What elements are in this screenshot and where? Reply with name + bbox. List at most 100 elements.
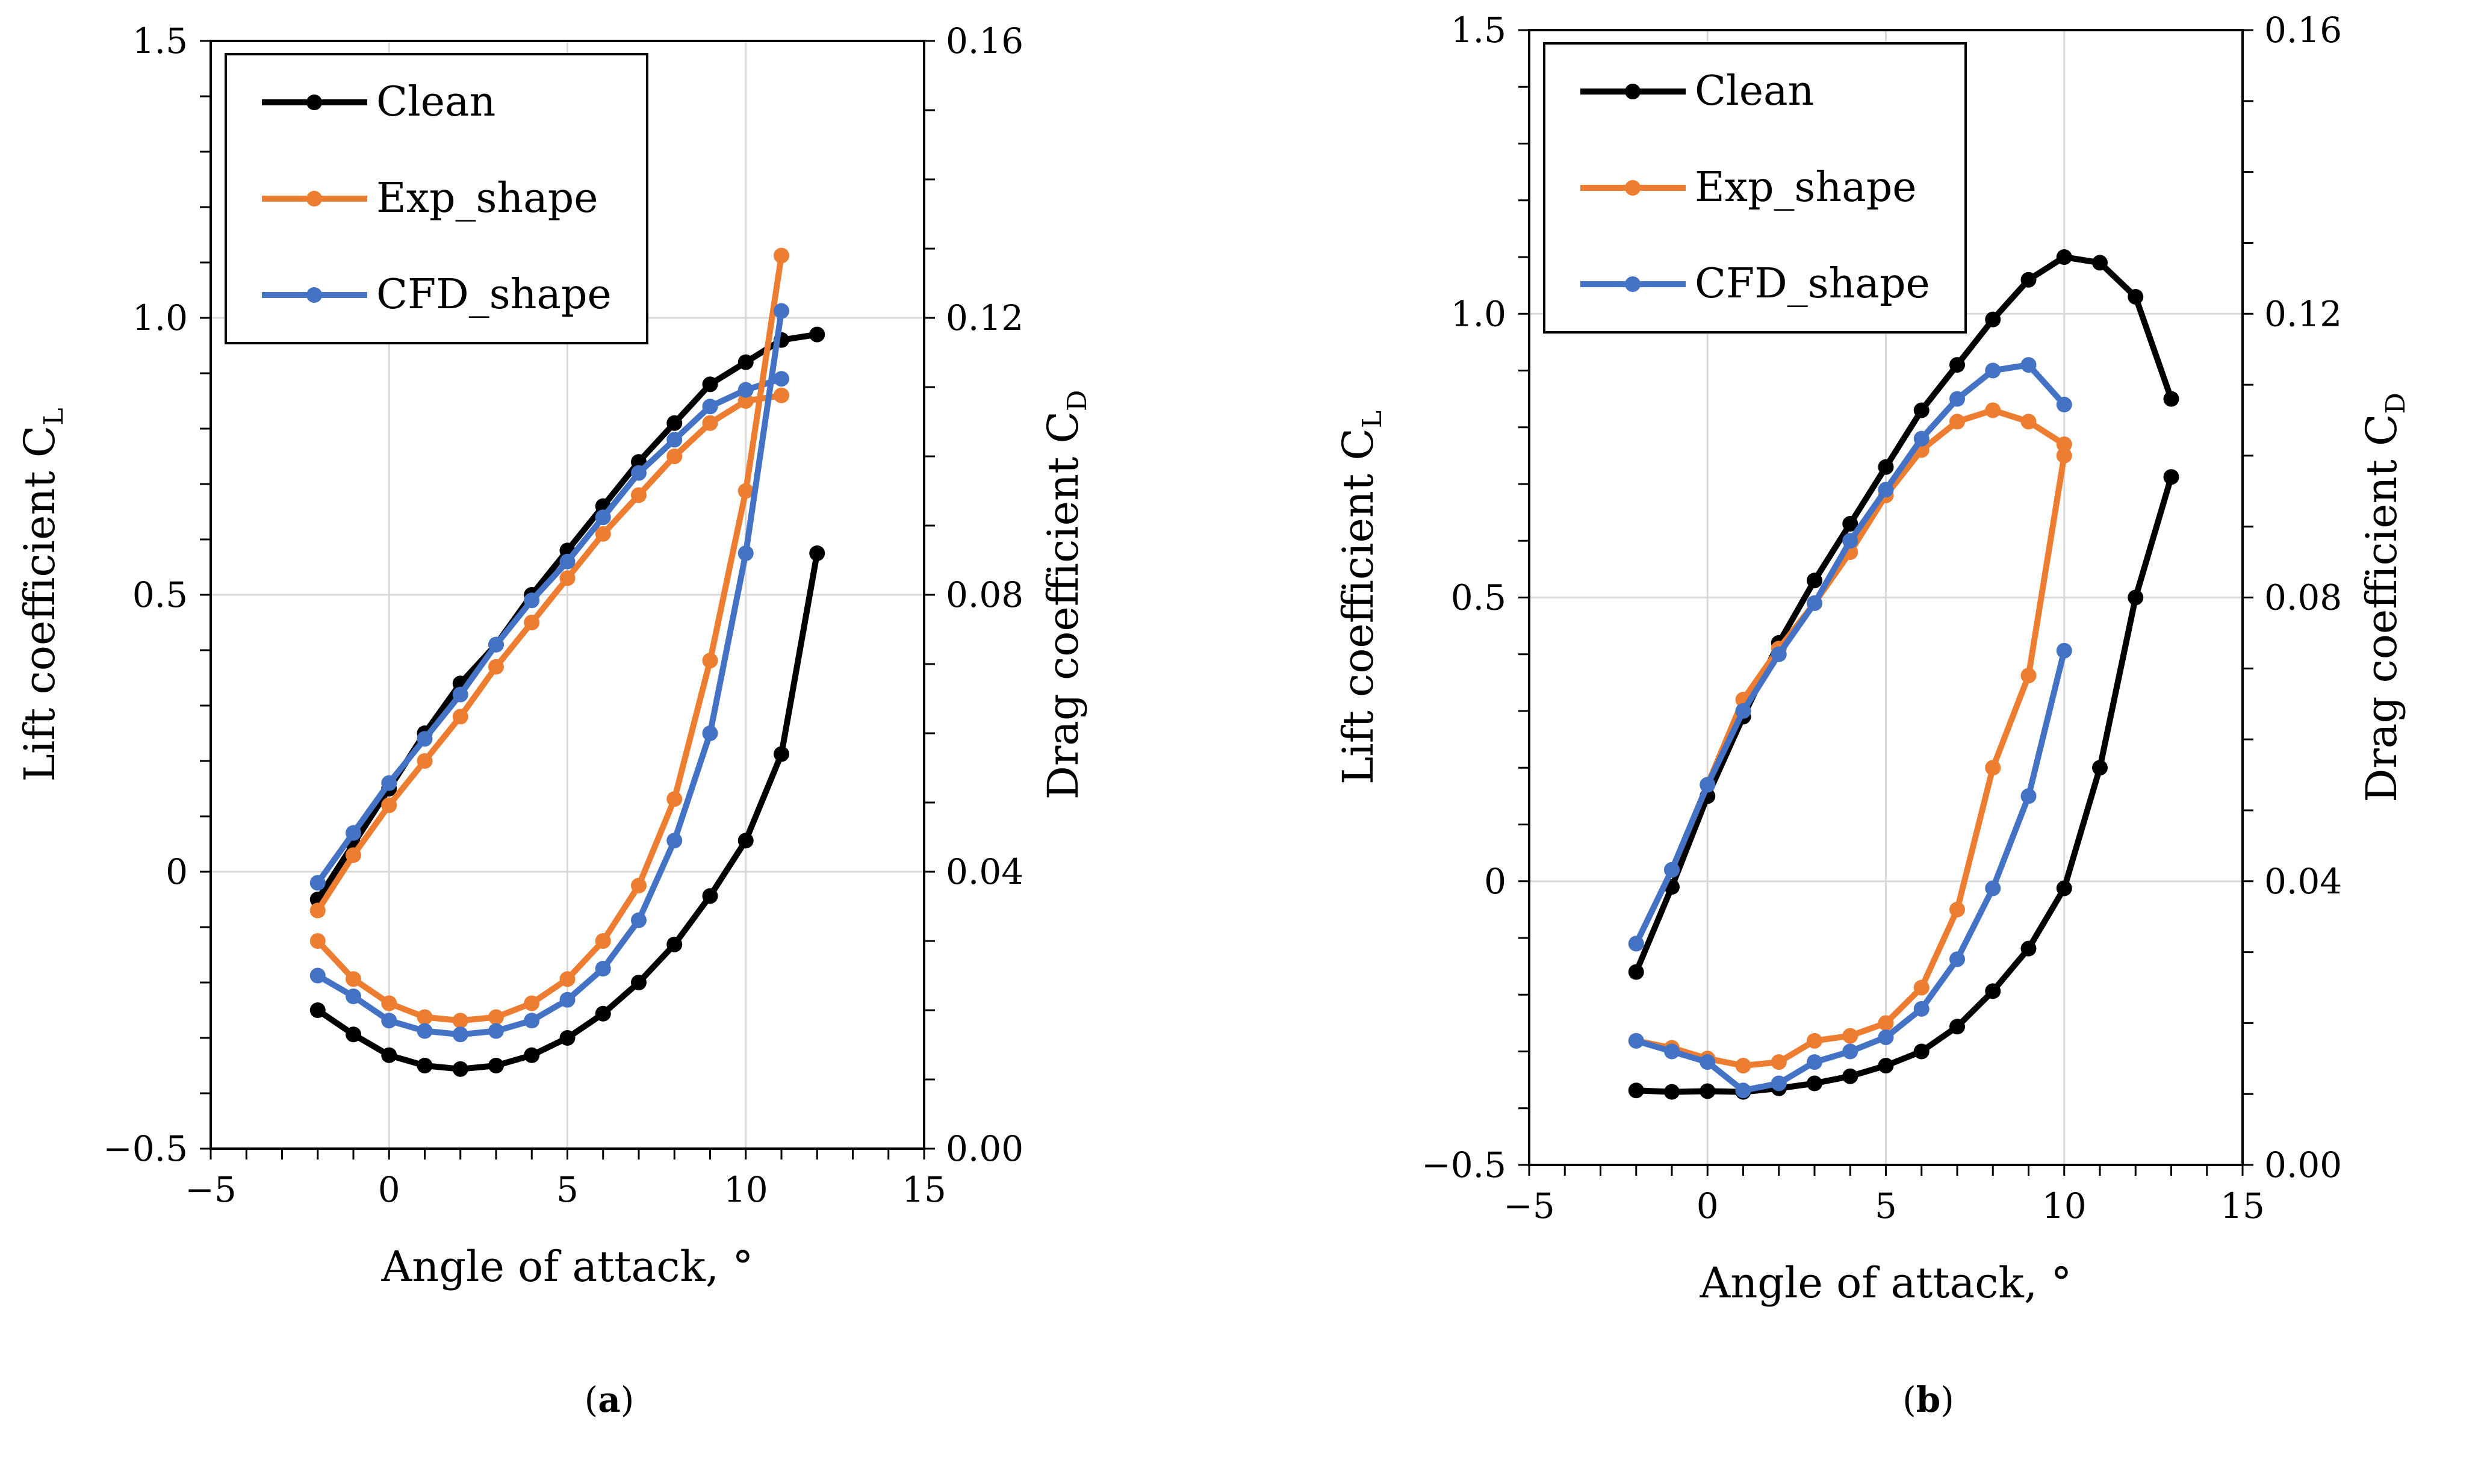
data-point: [1664, 1084, 1680, 1100]
data-point: [737, 354, 754, 370]
data-point: [666, 432, 683, 448]
data-point: [1913, 980, 1930, 996]
data-point: [702, 725, 718, 741]
data-point: [1664, 862, 1680, 878]
y-tick-label: 1.5: [1451, 10, 1506, 51]
data-point: [2092, 760, 2108, 776]
series-exp-shape-lift: [1628, 402, 2072, 952]
data-point: [737, 393, 754, 409]
series-cfd-shape-drag: [309, 303, 789, 1043]
y2-axis-label-text: Drag coefficient C: [1039, 411, 1088, 799]
data-point: [1807, 595, 1822, 611]
y-tick-label: 1.0: [132, 297, 188, 338]
data-point: [737, 545, 754, 561]
data-point: [559, 992, 576, 1008]
data-point: [2056, 249, 2072, 265]
series-exp-shape-lift: [309, 387, 789, 919]
data-point: [452, 709, 468, 725]
data-point: [524, 1047, 540, 1063]
data-point: [595, 961, 611, 976]
y2-tick-label: 0.08: [946, 574, 1023, 615]
data-point: [1949, 357, 1965, 373]
data-point: [2056, 397, 2072, 413]
legend-entry: CFD_shape: [262, 271, 612, 318]
data-point: [559, 971, 576, 987]
data-point: [774, 247, 789, 264]
data-point: [1842, 1068, 1858, 1084]
legend-swatch-marker: [306, 191, 322, 206]
data-point: [595, 509, 611, 526]
data-point: [774, 746, 789, 762]
data-point: [488, 636, 504, 653]
y2-tick-label: 0.16: [946, 20, 1023, 61]
data-point: [1842, 1043, 1858, 1060]
series-line: [1636, 476, 2175, 1095]
data-point: [737, 833, 754, 849]
data-point: [1700, 1054, 1716, 1070]
series-cfd-shape-lift: [1628, 357, 2072, 952]
series-cfd-shape-drag: [1628, 642, 2072, 1099]
data-point: [595, 933, 611, 949]
data-point: [309, 902, 326, 919]
data-point: [346, 825, 361, 841]
data-point: [346, 1026, 361, 1043]
data-point: [737, 483, 754, 499]
data-point: [559, 1030, 576, 1046]
data-point: [2163, 391, 2179, 407]
x-tick-label: −5: [1503, 1185, 1555, 1226]
data-point: [1735, 703, 1751, 719]
y-tick-label: −0.5: [1421, 1144, 1506, 1185]
y2-axis-label-text: Drag coefficient C: [2357, 414, 2406, 802]
legend-entry: CFD_shape: [1580, 260, 1930, 308]
data-point: [2092, 255, 2108, 271]
data-point: [666, 791, 683, 807]
y2-tick-label: 0.04: [946, 851, 1023, 892]
y2-tick-label: 0.08: [2264, 577, 2342, 618]
legend: Clean Exp_shape CFD_shape: [1543, 42, 1967, 334]
data-point: [452, 1013, 468, 1029]
data-point: [774, 371, 789, 387]
data-point: [809, 545, 825, 561]
x-tick-label: 15: [2220, 1185, 2265, 1226]
data-point: [1735, 1058, 1751, 1074]
data-point: [2163, 469, 2179, 485]
legend-label: Clean: [1695, 67, 1814, 115]
data-point: [1807, 1075, 1822, 1091]
data-point: [1700, 1083, 1716, 1099]
data-point: [702, 415, 718, 431]
data-point: [631, 878, 647, 893]
series-clean-lift: [1628, 249, 2179, 980]
y2-tick-label: 0.16: [2264, 10, 2342, 51]
legend-entry: Exp_shape: [262, 175, 598, 222]
y-tick-label: 0.5: [1451, 577, 1506, 618]
data-point: [452, 1026, 468, 1043]
data-point: [631, 975, 647, 990]
data-point: [346, 971, 361, 987]
chart-panel-b: −5 0 5 10 15 −0.5 0 0.5 1.0 1.5 0.00 0.04 0.08 0.12 0.…: [1334, 10, 2411, 1420]
data-point: [595, 1005, 611, 1022]
y2-axis-label: Drag coefficient CD: [2357, 393, 2411, 803]
data-point: [1628, 936, 1644, 952]
x-tick-label: 15: [902, 1169, 946, 1210]
data-point: [1949, 391, 1965, 407]
data-point: [524, 615, 540, 630]
legend-label: Clean: [376, 78, 495, 126]
series-exp-shape-drag: [309, 247, 789, 1029]
legend-swatch-marker: [1625, 276, 1641, 292]
legend-swatch-marker: [1625, 84, 1641, 99]
data-point: [1842, 533, 1858, 549]
data-point: [1985, 880, 2001, 896]
y2-axis-label: Drag coefficient CD: [1039, 390, 1093, 800]
x-tick-label: 5: [1875, 1185, 1897, 1226]
data-point: [1700, 777, 1716, 793]
data-point: [666, 833, 683, 849]
data-point: [1878, 482, 1894, 498]
data-point: [309, 1002, 326, 1018]
x-tick-label: 10: [724, 1169, 768, 1210]
data-point: [1949, 1019, 1965, 1035]
data-point: [774, 303, 789, 319]
data-point: [309, 967, 326, 984]
data-point: [1985, 402, 2001, 418]
data-point: [1913, 402, 1930, 418]
series-clean-drag: [309, 545, 825, 1077]
